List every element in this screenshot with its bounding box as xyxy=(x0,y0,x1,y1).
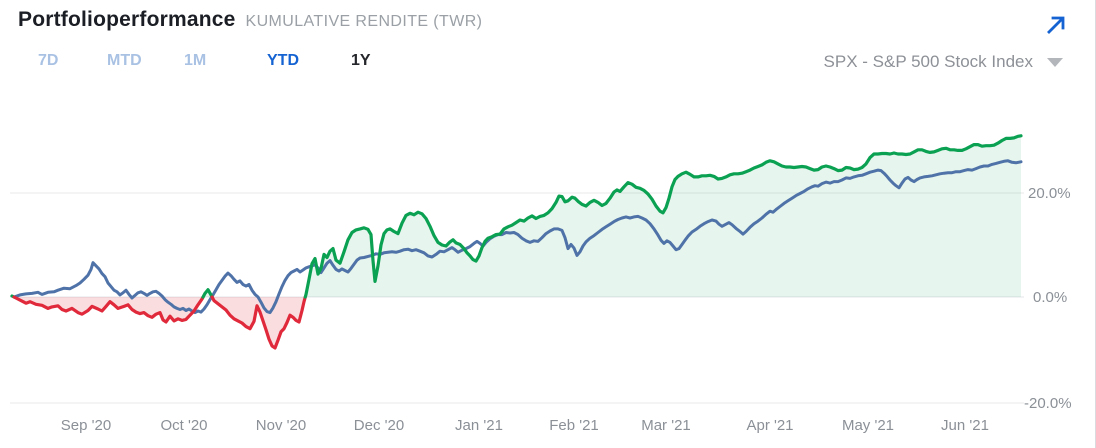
expand-button[interactable] xyxy=(1043,12,1069,38)
y-tick-neg20: -20.0% xyxy=(1024,395,1072,412)
x-tick-dec: Dec '20 xyxy=(354,417,404,434)
x-tick-oct: Oct '20 xyxy=(160,417,207,434)
benchmark-selector[interactable]: SPX - S&P 500 Stock Index xyxy=(824,52,1063,72)
x-tick-may: May '21 xyxy=(842,417,894,434)
x-tick-sep: Sep '20 xyxy=(61,417,111,434)
series-layer xyxy=(10,134,1023,350)
tab-mtd[interactable]: MTD xyxy=(107,52,142,69)
x-tick-nov: Nov '20 xyxy=(256,417,306,434)
portfolio-negative-area xyxy=(12,297,1021,348)
arrow-up-right-icon xyxy=(1047,16,1065,34)
x-tick-feb: Feb '21 xyxy=(549,417,599,434)
y-tick-20: 20.0% xyxy=(1028,185,1071,202)
x-tick-apr: Apr '21 xyxy=(746,417,793,434)
chevron-down-icon xyxy=(1047,57,1063,67)
portfolio-line-positive-segment xyxy=(303,134,1023,299)
x-tick-jan: Jan '21 xyxy=(455,417,503,434)
x-tick-mar: Mar '21 xyxy=(641,417,691,434)
benchmark-selector-value: SPX - S&P 500 Stock Index xyxy=(823,52,1033,71)
tab-1y[interactable]: 1Y xyxy=(351,52,371,69)
tab-1m[interactable]: 1M xyxy=(184,52,207,69)
y-tick-0: 0.0% xyxy=(1033,289,1067,306)
y-axis-labels: 20.0% 0.0% -20.0% xyxy=(1024,185,1072,412)
portfolio-line-negative-segment xyxy=(210,295,307,350)
portfolio-positive-area xyxy=(12,135,1021,297)
widget-header: Portfolioperformance KUMULATIVE RENDITE … xyxy=(18,8,482,32)
tab-7d[interactable]: 7D xyxy=(38,52,59,69)
portfolio-line-negative-segment xyxy=(12,295,205,324)
x-axis-labels: Sep '20 Oct '20 Nov '20 Dec '20 Jan '21 … xyxy=(61,417,989,434)
gridlines xyxy=(10,192,1024,404)
tab-ytd[interactable]: YTD xyxy=(267,52,299,69)
x-tick-jun: Jun '21 xyxy=(941,417,989,434)
page-title: Portfolioperformance xyxy=(18,8,236,31)
page-subtitle: KUMULATIVE RENDITE (TWR) xyxy=(245,13,483,30)
range-tabs: 7D MTD 1M YTD 1Y xyxy=(0,52,1095,74)
